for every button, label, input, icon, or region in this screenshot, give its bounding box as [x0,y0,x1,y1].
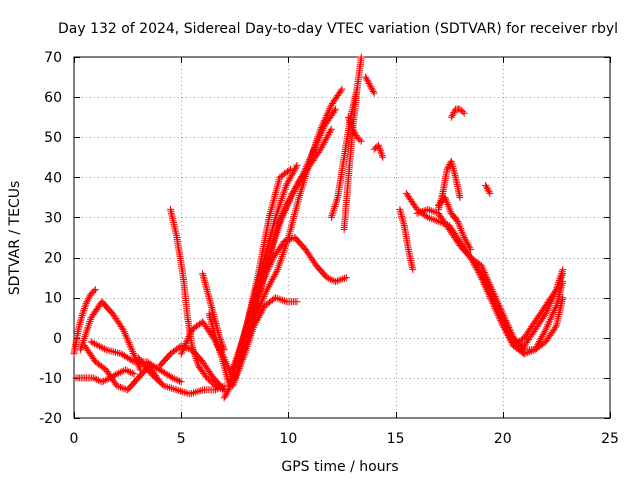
y-tick-label: 10 [44,291,62,307]
x-tick-labels: 0 5 10 15 20 25 [70,431,619,447]
y-tick-label: -20 [39,411,62,427]
data-point-markers [531,294,567,354]
data-point-markers [205,310,232,386]
data-point-markers [229,294,301,390]
series-track-j [199,270,228,354]
data-point-markers [447,105,468,121]
y-axis-label: SDTVAR / TECUs [7,181,23,296]
series-track-af [482,181,494,197]
series-track-f [134,354,228,398]
data-point-markers [362,73,378,97]
y-tick-label: 50 [44,130,62,146]
y-tick-label: 60 [44,90,62,106]
series-track-ab [435,157,464,213]
data-point-markers [435,157,464,213]
series-track-ac [447,105,468,121]
data-point-markers [396,205,417,274]
x-tick-label: 20 [494,431,512,447]
series-track-ah [531,294,567,354]
series-track-d [81,342,164,394]
y-tick-label: 20 [44,251,62,267]
data-point-markers [482,181,494,197]
y-tick-labels: -20 -10 0 10 20 30 40 50 60 70 [39,50,62,427]
data-point-markers [370,141,387,161]
x-tick-label: 15 [387,431,405,447]
chart-title: Day 132 of 2024, Sidereal Day-to-day VTE… [58,21,618,37]
series-track-ag [510,270,567,350]
series-track-v [362,73,378,97]
series-track-a [70,286,99,358]
x-tick-label: 5 [177,431,186,447]
data-point-markers [72,366,138,386]
x-tick-label: 0 [70,431,79,447]
data-point-markers [199,270,228,354]
series-track-k [205,310,232,386]
x-axis-label: GPS time / hours [281,459,398,475]
y-tick-label: 30 [44,210,62,226]
x-tick-label: 25 [601,431,619,447]
data-point-markers [167,205,228,394]
data-point-markers [402,189,539,358]
series-track-c [76,298,144,374]
y-tick-label: 40 [44,170,62,186]
y-tick-label: 0 [53,331,62,347]
series-track-b [72,366,138,386]
series-track-g [167,205,228,394]
data-points [70,53,567,402]
series-track-t [340,53,365,233]
data-point-markers [81,342,164,394]
data-point-markers [134,354,228,398]
series-track-u [344,113,365,145]
series-track-r [229,294,301,390]
data-point-markers [70,286,99,358]
data-point-markers [344,113,365,145]
y-tick-label: -10 [39,371,62,387]
plot-frame [73,56,611,419]
x-tick-label: 10 [279,431,297,447]
series-track-w [370,141,387,161]
data-point-markers [76,298,144,374]
data-point-markers [510,270,567,350]
series-track-y [402,189,539,358]
data-point-markers [340,53,365,233]
y-tick-label: 70 [44,50,62,66]
series-track-x [396,205,417,274]
